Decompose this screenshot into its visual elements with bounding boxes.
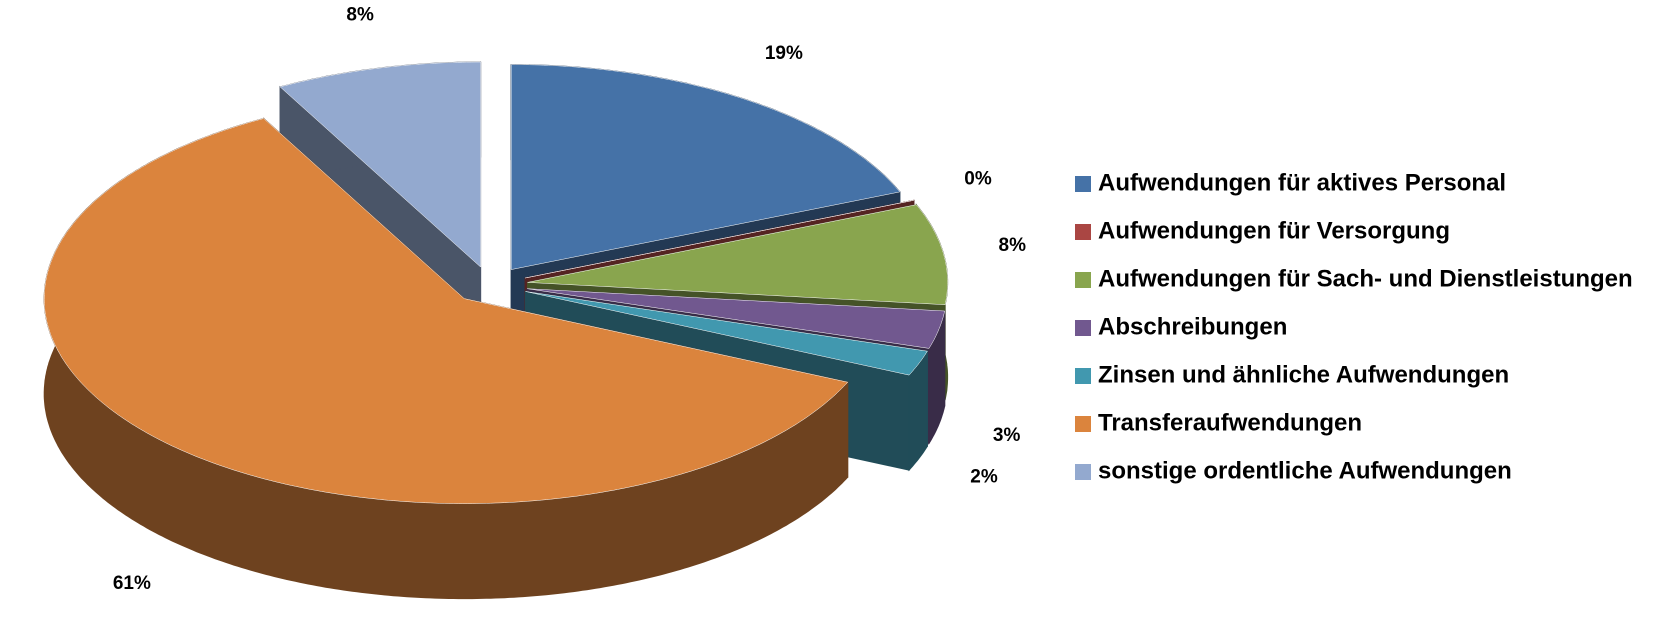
legend-swatch xyxy=(1075,368,1091,384)
legend-label: Abschreibungen xyxy=(1098,313,1287,340)
data-label: 2% xyxy=(970,466,998,487)
legend-label: Transferaufwendungen xyxy=(1098,409,1362,436)
data-label: 19% xyxy=(765,43,803,64)
data-label: 3% xyxy=(993,425,1021,446)
legend-label: Zinsen und ähnliche Aufwendungen xyxy=(1098,361,1509,388)
data-label: 8% xyxy=(346,5,374,26)
slice xyxy=(527,288,946,349)
legend-swatch xyxy=(1075,224,1091,240)
data-label: 61% xyxy=(113,573,151,594)
legend-swatch xyxy=(1075,416,1091,432)
data-label: 0% xyxy=(964,169,992,190)
legend-label: Aufwendungen für aktives Personal xyxy=(1098,169,1506,196)
data-label: 8% xyxy=(999,235,1027,256)
legend-swatch xyxy=(1075,464,1091,480)
slice xyxy=(279,61,481,268)
legend-swatch xyxy=(1075,320,1091,336)
slice xyxy=(525,200,914,279)
legend-label: Aufwendungen für Sach- und Dienstleistun… xyxy=(1098,265,1633,292)
slice xyxy=(43,118,849,504)
slice xyxy=(527,204,948,305)
slice xyxy=(510,64,901,270)
legend-swatch xyxy=(1075,272,1091,288)
legend-label: sonstige ordentliche Aufwendungen xyxy=(1098,457,1512,484)
legend-swatch xyxy=(1075,176,1091,192)
legend-label: Aufwendungen für Versorgung xyxy=(1098,217,1450,244)
slice xyxy=(525,291,928,376)
